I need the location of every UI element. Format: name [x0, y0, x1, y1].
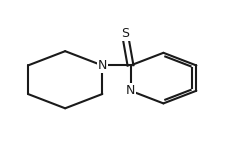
Text: S: S: [122, 27, 130, 40]
Text: N: N: [98, 59, 107, 72]
Text: N: N: [126, 84, 135, 97]
